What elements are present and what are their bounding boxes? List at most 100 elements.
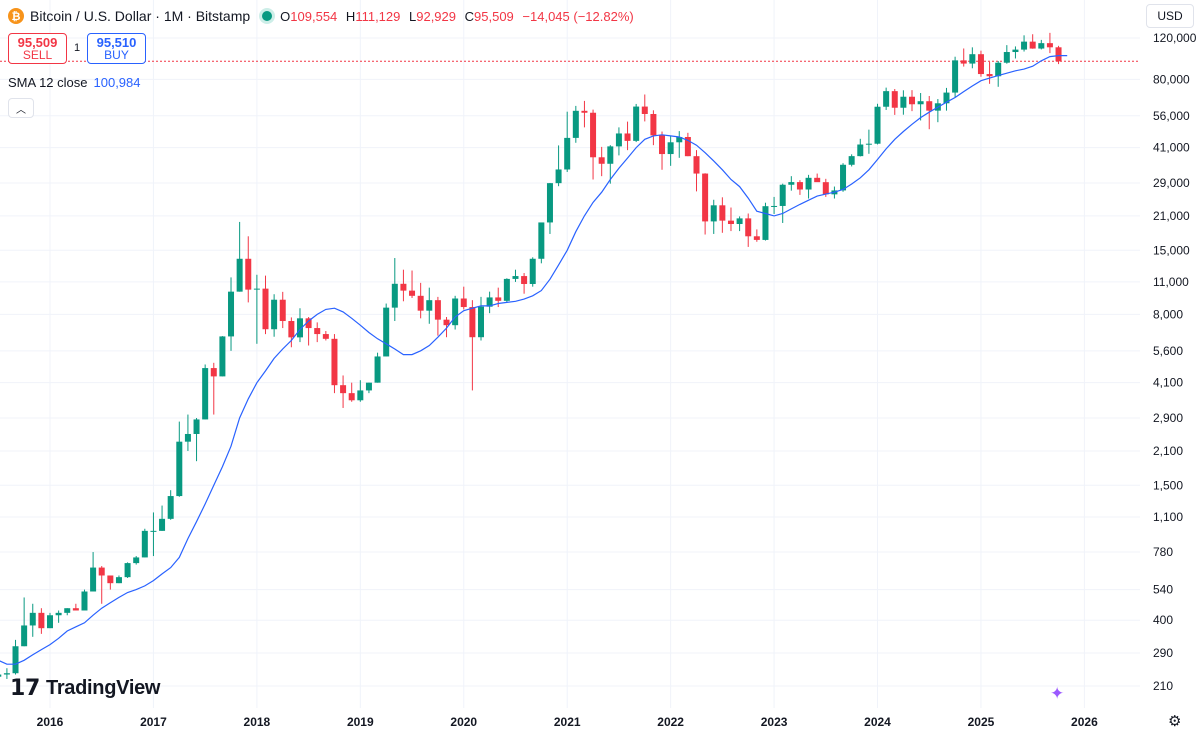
y-tick-label: 21,000: [1153, 209, 1190, 223]
candle: [624, 121, 631, 151]
x-tick-label: 2023: [761, 715, 788, 729]
candle: [322, 331, 329, 341]
x-tick-label: 2025: [968, 715, 995, 729]
candle: [840, 163, 847, 192]
y-tick-label: 29,000: [1153, 176, 1190, 190]
candle: [753, 229, 760, 242]
candle-body: [374, 356, 381, 383]
y-tick-label: 540: [1153, 583, 1173, 597]
candle-body: [219, 336, 226, 377]
candle-body: [598, 157, 605, 164]
candle: [3, 668, 10, 679]
candle-body: [357, 390, 364, 401]
buy-price: 95,510: [96, 35, 137, 50]
tradingview-logo[interactable]: 17 TradingView: [10, 676, 160, 701]
candle: [736, 216, 743, 232]
candle-body: [124, 563, 131, 578]
candle-body: [796, 182, 803, 190]
candle-body: [977, 54, 984, 75]
candle: [995, 60, 1002, 87]
candle-body: [236, 258, 243, 292]
candle: [796, 180, 803, 195]
candle-body: [926, 101, 933, 111]
chart-grid: [0, 0, 1140, 708]
x-tick-label: 2020: [450, 715, 477, 729]
candle-body: [909, 96, 915, 105]
candle-body: [745, 218, 752, 237]
candle: [693, 150, 700, 192]
price-axis[interactable]: 120,000 80,000 56,000 41,000 29,000 21,000 15,…: [1153, 31, 1197, 693]
gear-icon[interactable]: ⚙: [1168, 712, 1182, 730]
sell-button[interactable]: 95,509 SELL: [8, 33, 67, 64]
symbol-title[interactable]: Bitcoin / U.S. Dollar · 1M · Bitstamp: [30, 8, 251, 24]
candle-body: [452, 298, 459, 326]
sma-12-line: [0, 55, 1068, 665]
candle: [245, 236, 252, 303]
candle-body: [409, 290, 416, 296]
buy-label: BUY: [104, 48, 129, 62]
candle-body: [417, 295, 424, 311]
candle: [667, 136, 674, 166]
low-value: 92,929: [416, 8, 456, 24]
candle: [659, 131, 666, 170]
candle: [383, 303, 390, 357]
sparkle-icon[interactable]: ✦: [1050, 684, 1065, 704]
candle-body: [150, 530, 157, 532]
candle-body: [564, 137, 571, 170]
candle: [676, 131, 683, 158]
candle: [909, 90, 915, 112]
candle-body: [736, 218, 743, 225]
candle: [538, 222, 545, 264]
candle: [81, 589, 88, 611]
tradingview-mark-icon: 17: [10, 676, 41, 701]
buy-button[interactable]: 95,510 BUY: [87, 33, 146, 64]
candle: [55, 610, 62, 623]
candle-body: [288, 321, 295, 338]
candle-body: [228, 291, 235, 337]
candle-body: [271, 299, 278, 330]
candle-body: [1046, 43, 1053, 48]
candle-body: [779, 184, 786, 206]
candle-body: [960, 60, 967, 64]
candle-body: [512, 276, 519, 279]
candle-body: [176, 441, 183, 497]
candle-body: [900, 96, 907, 108]
candle: [21, 597, 28, 647]
candle: [986, 61, 993, 84]
currency-selector[interactable]: USD: [1146, 4, 1194, 28]
indicator-legend[interactable]: SMA 12 close 100,984: [8, 75, 141, 90]
candlestick-series: [0, 32, 1062, 679]
candle-body: [874, 106, 881, 144]
candle: [228, 277, 235, 351]
candle-body: [753, 236, 760, 240]
candle-body: [1021, 41, 1028, 50]
candle-body: [72, 608, 79, 611]
candle: [150, 512, 157, 557]
candle-body: [460, 298, 467, 308]
time-axis[interactable]: 2016 2017 2018 2019 2020 2021 2022 2023 2024 2025…: [37, 715, 1098, 729]
y-tick-label: 8,000: [1153, 307, 1183, 321]
open-value: 109,554: [290, 8, 338, 24]
y-tick-label: 120,000: [1153, 31, 1197, 45]
candle: [469, 300, 476, 391]
candle: [271, 294, 278, 337]
candle: [555, 145, 562, 187]
candle-body: [322, 334, 329, 339]
candle-body: [883, 91, 890, 107]
candle: [426, 287, 433, 324]
candle: [546, 182, 553, 234]
candle: [486, 291, 493, 314]
candle-body: [253, 288, 260, 290]
candle: [124, 562, 131, 578]
candle-body: [107, 575, 114, 584]
candle: [650, 110, 657, 146]
candle: [952, 56, 959, 98]
candle: [969, 47, 976, 69]
candle: [193, 418, 200, 462]
candle-body: [348, 393, 355, 401]
candle-body: [529, 258, 536, 284]
candle-body: [1055, 47, 1062, 62]
collapse-legend-button[interactable]: ︿: [8, 98, 34, 118]
candle-body: [762, 206, 769, 240]
